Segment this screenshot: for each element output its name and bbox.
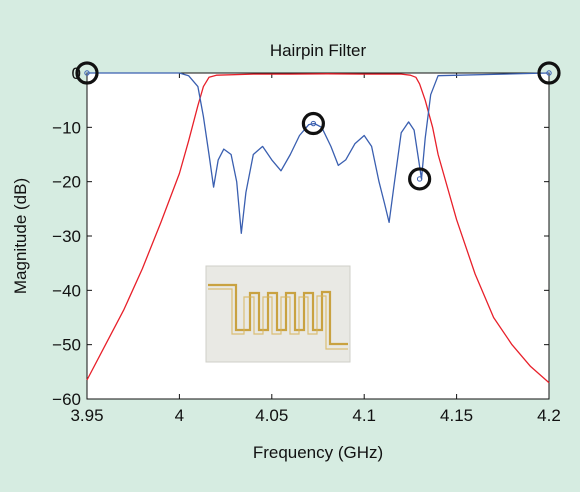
y-tick-label: −40 — [52, 281, 81, 300]
highlight-marker — [301, 111, 325, 136]
x-tick-label: 4.1 — [352, 406, 376, 425]
marker-layer — [75, 61, 561, 191]
hairpin-filter-photo — [205, 265, 351, 363]
chart-title: Hairpin Filter — [270, 41, 367, 60]
highlight-marker — [537, 61, 561, 85]
marker-dot — [416, 176, 423, 182]
series-line-2 — [87, 72, 550, 234]
x-tick-label: 4.05 — [255, 406, 288, 425]
highlight-marker — [408, 167, 432, 191]
x-axis-label: Frequency (GHz) — [253, 443, 383, 462]
axis-ticks: 3.95 4 4.05 4.1 4.15 4.20−10−20−30−40−50−60 — [52, 64, 561, 425]
y-tick-label: −50 — [52, 336, 81, 355]
highlight-marker — [75, 61, 99, 85]
y-tick-label: −60 — [52, 390, 81, 409]
series-layer — [86, 72, 550, 384]
y-tick-label: −30 — [52, 227, 81, 246]
x-tick-label: 4.2 — [537, 406, 561, 425]
x-tick-label: 4.15 — [440, 406, 473, 425]
marker-dot — [310, 120, 317, 127]
marker-dot — [84, 70, 90, 76]
x-tick-label: 3.95 — [70, 406, 103, 425]
y-tick-label: −20 — [52, 173, 81, 192]
marker-dot — [546, 70, 552, 76]
x-tick-label: 4 — [175, 406, 184, 425]
y-axis-label: Magnitude (dB) — [11, 178, 30, 294]
y-tick-label: −10 — [52, 118, 81, 137]
series-line-1 — [86, 73, 550, 384]
